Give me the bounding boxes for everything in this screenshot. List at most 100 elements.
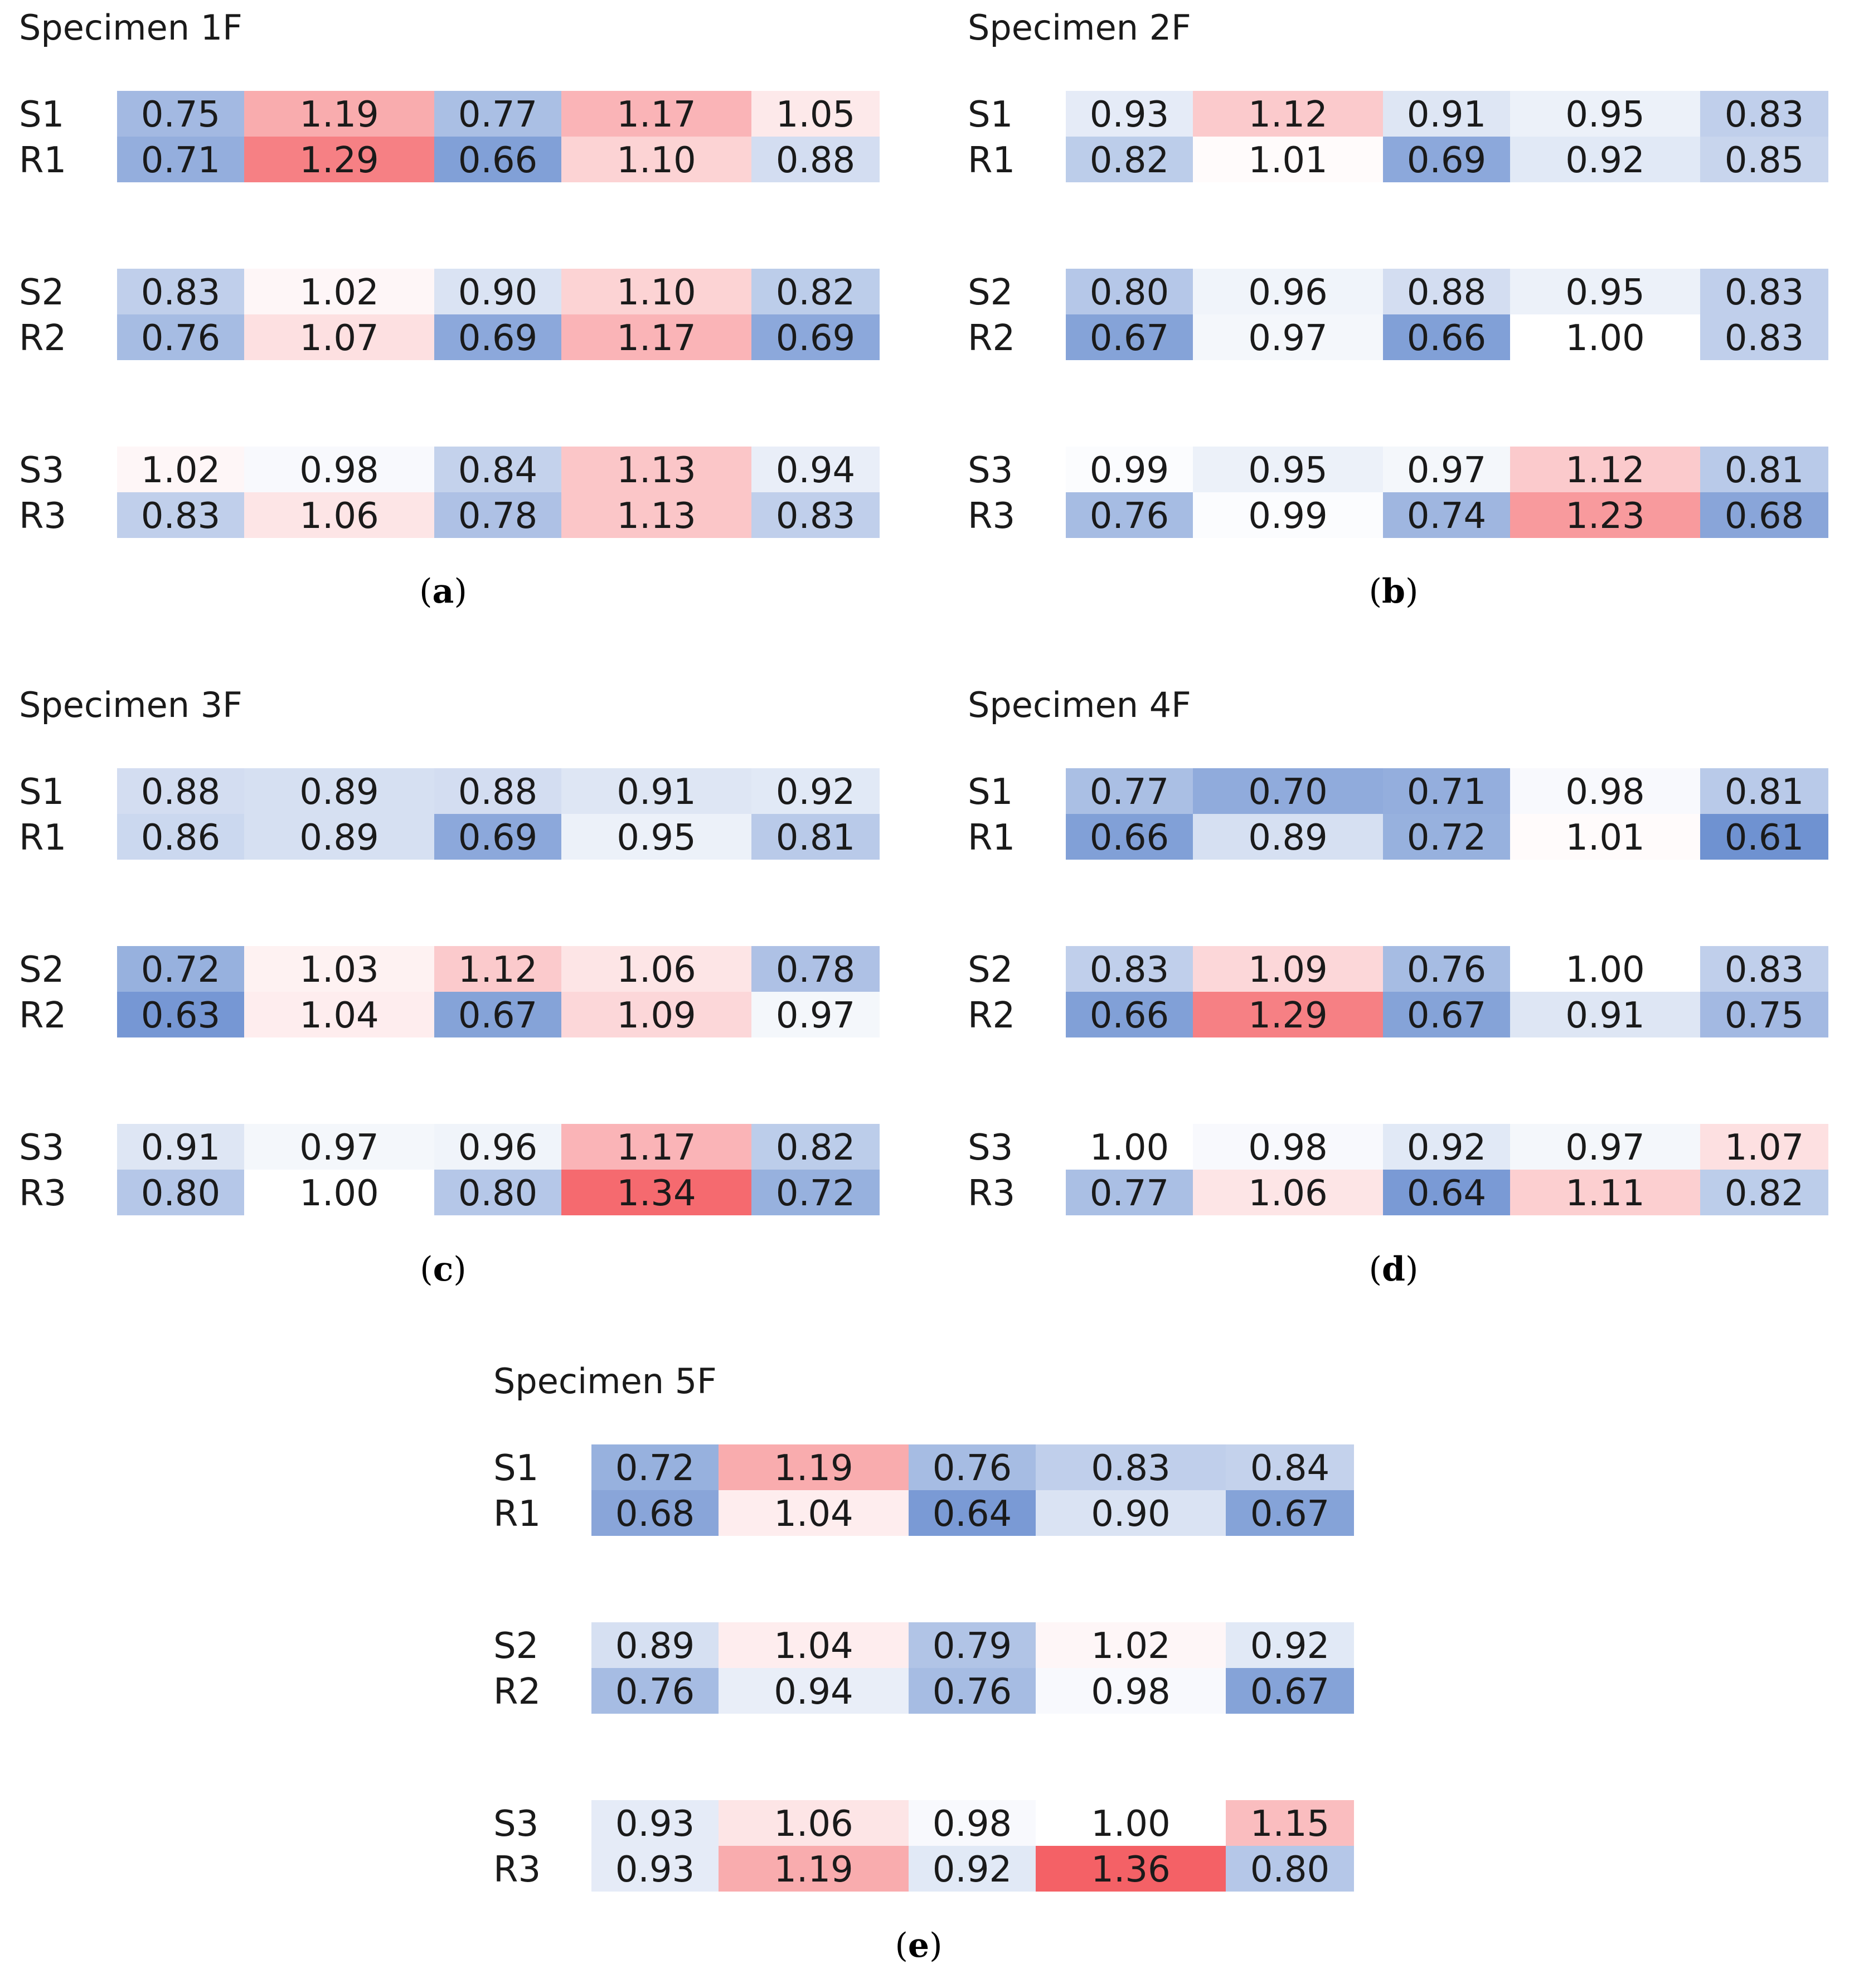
heatmap-cell [719,1622,909,1668]
cell-value: 1.10 [617,140,696,181]
heatmap-cell [1383,814,1510,860]
heatmap-cell [909,1668,1036,1714]
cell-value: 0.76 [1407,949,1487,991]
cell-value: 0.96 [1248,272,1328,313]
row-label: S3 [968,450,1013,491]
heatmap-cell [751,1124,880,1170]
cell-value: 0.89 [615,1626,695,1667]
cell-value: 1.04 [299,995,379,1036]
heatmap-cell [1383,314,1510,360]
heatmap-cell [1193,447,1383,492]
heatmap-cell [434,269,561,314]
heatmap-cell [1226,1444,1354,1490]
heatmap-cell [751,946,880,992]
heatmap-cell [117,447,244,492]
heatmap-cell [1193,1124,1383,1170]
heatmap-cell [1510,1170,1700,1215]
cell-value: 0.98 [1248,1127,1328,1168]
row-label: R1 [968,140,1015,181]
row-label: R1 [968,817,1015,859]
heatmap-cell [1066,1124,1193,1170]
cell-value: 0.95 [617,817,696,859]
cell-value: 0.83 [1725,949,1804,991]
cell-value: 1.07 [299,318,379,359]
heatmap-cell [117,1124,244,1170]
heatmap-cell [434,768,561,814]
heatmap-cell [1700,992,1828,1037]
cell-value: 0.76 [1090,496,1169,537]
heatmap-cell [561,768,751,814]
heatmap-cell [1383,447,1510,492]
cell-value: 0.82 [1090,140,1169,181]
panel-caption: (e) [895,1926,942,1965]
cell-value: 1.00 [1090,1127,1169,1168]
cell-value: 0.80 [1250,1849,1330,1890]
heatmap-cell [1510,492,1700,538]
cell-value: 0.88 [776,140,856,181]
cell-value: 0.98 [1565,772,1645,813]
heatmap-cell [1193,492,1383,538]
heatmap-cell [719,1800,909,1846]
heatmap-cell [1193,269,1383,314]
panel-title: Specimen 4F [968,685,1191,725]
heatmap-cell [1066,946,1193,992]
cell-value: 0.82 [776,272,856,313]
cell-value: 0.89 [299,817,379,859]
cell-value: 0.75 [1725,995,1804,1036]
cell-value: 0.77 [458,94,538,135]
heatmap-cell [561,946,751,992]
row-label: R2 [968,318,1015,359]
cell-value: 0.86 [141,817,221,859]
heatmap-cell [561,814,751,860]
cell-value: 0.70 [1248,772,1328,813]
cell-value: 1.00 [1091,1803,1171,1845]
row-label: R2 [19,995,66,1036]
cell-value: 1.01 [1565,817,1645,859]
row-label: R2 [19,318,66,359]
heatmap-cell [1510,992,1700,1037]
heatmap-cell [1700,946,1828,992]
cell-value: 0.92 [776,772,856,813]
cell-value: 1.17 [617,1127,696,1168]
cell-value: 1.19 [774,1849,853,1890]
heatmap-cell [561,447,751,492]
heatmap-cell [1510,946,1700,992]
cell-value: 0.72 [615,1448,695,1489]
heatmap-cell [1510,314,1700,360]
heatmap-cell [1066,768,1193,814]
heatmap-cell [1700,269,1828,314]
row-label: R3 [493,1849,541,1890]
heatmap-cell [1383,91,1510,137]
heatmap-cell [1383,1170,1510,1215]
heatmap-cell [1193,946,1383,992]
heatmap-cell [561,992,751,1037]
cell-value: 1.09 [617,995,696,1036]
cell-value: 0.89 [1248,817,1328,859]
heatmap-cell [1066,447,1193,492]
panel-caption: (a) [419,572,467,611]
cell-value: 1.13 [617,450,696,491]
heatmap-cell [1066,992,1193,1037]
row-label: S2 [968,949,1013,991]
cell-value: 1.36 [1091,1849,1171,1890]
cell-value: 0.92 [1565,140,1645,181]
cell-value: 1.03 [299,949,379,991]
cell-value: 1.00 [1565,318,1645,359]
row-label: S3 [19,1127,64,1168]
heatmap-cell [1066,1170,1193,1215]
heatmap-cell [1193,814,1383,860]
cell-value: 0.98 [933,1803,1012,1845]
row-label: R3 [19,496,66,537]
row-label: S3 [19,450,64,491]
cell-value: 0.72 [1407,817,1487,859]
cell-value: 0.91 [1407,94,1487,135]
cell-value: 0.95 [1565,272,1645,313]
heatmap-cell [244,314,434,360]
heatmap-cell [1383,946,1510,992]
heatmap-cell [1226,1800,1354,1846]
heatmap-cell [244,137,434,182]
heatmap-cell [1066,814,1193,860]
row-label: S1 [968,94,1013,135]
cell-value: 0.67 [1250,1494,1330,1535]
cell-value: 0.71 [141,140,221,181]
